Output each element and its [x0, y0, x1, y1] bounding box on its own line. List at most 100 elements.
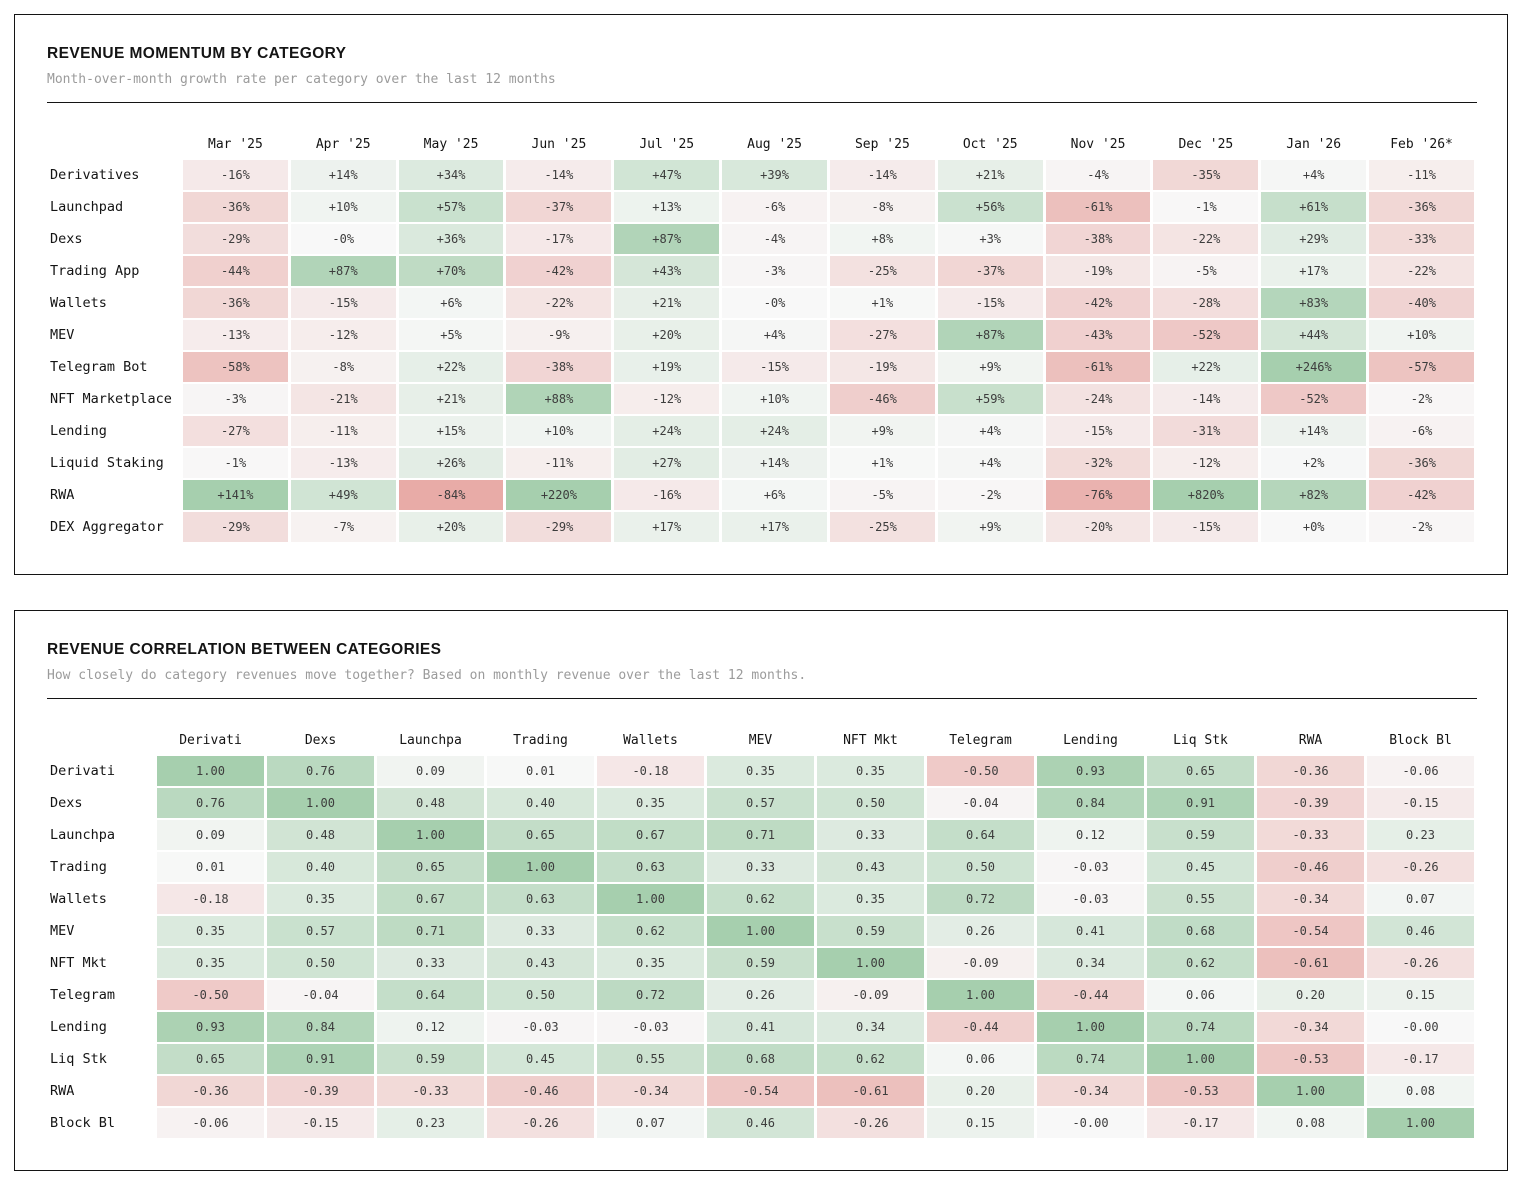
- heatmap-cell: +246%: [1261, 352, 1367, 382]
- heatmap-cell: -43%: [1045, 320, 1151, 350]
- heatmap-cell: 0.63: [487, 884, 594, 914]
- column-header: RWA: [1298, 732, 1323, 748]
- row-label: MEV: [50, 916, 154, 946]
- heatmap-cell: +39%: [722, 160, 827, 190]
- heatmap-cell: 0.50: [927, 852, 1034, 882]
- row-label: Liquid Staking: [50, 448, 180, 478]
- heatmap-cell: 0.07: [597, 1108, 704, 1138]
- heatmap-cell: -1%: [183, 448, 288, 478]
- table-row: Launchpa 0.09 0.48 1.00 0.65 0.67 0.71 0.33 0.64…: [50, 820, 1474, 850]
- heatmap-cell: -0.34: [1257, 884, 1364, 914]
- heatmap-cell: -9%: [506, 320, 612, 350]
- heatmap-cell: -0%: [722, 288, 827, 318]
- column-header: Nov '25: [1070, 136, 1126, 152]
- column-header: Oct '25: [962, 136, 1018, 152]
- heatmap-cell: +22%: [398, 352, 504, 382]
- heatmap-cell: 1.00: [817, 948, 924, 978]
- heatmap-cell: 0.23: [1367, 820, 1474, 850]
- heatmap-cell: -0.50: [157, 980, 264, 1010]
- column-header: Jul '25: [639, 136, 695, 152]
- heatmap-cell: +6%: [398, 288, 504, 318]
- column-header: Block Bl: [1389, 732, 1452, 748]
- table-row: Lending -27% -11% +15% +10% +24% +24% +9% +4% -15…: [50, 416, 1474, 446]
- heatmap-cell: 0.62: [817, 1044, 924, 1074]
- momentum-title: REVENUE MOMENTUM BY CATEGORY: [47, 45, 347, 62]
- heatmap-cell: -13%: [290, 448, 396, 478]
- heatmap-cell: +49%: [290, 480, 396, 510]
- heatmap-cell: 0.93: [157, 1012, 264, 1042]
- heatmap-cell: -0.36: [157, 1076, 264, 1106]
- heatmap-cell: 0.62: [1147, 948, 1254, 978]
- heatmap-cell: -0.06: [1367, 756, 1474, 786]
- heatmap-cell: +24%: [722, 416, 827, 446]
- heatmap-cell: 0.59: [817, 916, 924, 946]
- heatmap-cell: -40%: [1369, 288, 1474, 318]
- heatmap-cell: 0.74: [1147, 1012, 1254, 1042]
- row-label: Dexs: [50, 788, 154, 818]
- heatmap-cell: -29%: [183, 512, 288, 542]
- heatmap-cell: 0.08: [1367, 1076, 1474, 1106]
- heatmap-cell: -0.61: [817, 1076, 924, 1106]
- heatmap-cell: 0.07: [1367, 884, 1474, 914]
- heatmap-cell: +29%: [1261, 224, 1367, 254]
- heatmap-cell: -0.04: [267, 980, 374, 1010]
- heatmap-cell: -0%: [290, 224, 396, 254]
- table-row: Derivatives -16% +14% +34% -14% +47% +39% -14% +…: [50, 160, 1474, 190]
- heatmap-cell: -15%: [1153, 512, 1259, 542]
- heatmap-cell: -0.34: [1257, 1012, 1364, 1042]
- heatmap-cell: +21%: [398, 384, 504, 414]
- heatmap-cell: 0.40: [487, 788, 594, 818]
- heatmap-cell: -0.15: [267, 1108, 374, 1138]
- heatmap-cell: +59%: [937, 384, 1043, 414]
- column-header: Trading: [513, 732, 568, 748]
- heatmap-cell: 0.33: [377, 948, 484, 978]
- heatmap-cell: 1.00: [927, 980, 1034, 1010]
- row-label: Trading: [50, 852, 154, 882]
- heatmap-cell: 0.65: [1147, 756, 1254, 786]
- heatmap-cell: -0.50: [927, 756, 1034, 786]
- heatmap-cell: +17%: [1261, 256, 1367, 286]
- heatmap-cell: -58%: [183, 352, 288, 382]
- heatmap-cell: -33%: [1369, 224, 1474, 254]
- heatmap-cell: 1.00: [267, 788, 374, 818]
- table-row: Trading 0.01 0.40 0.65 1.00 0.63 0.33 0.43 0.50-…: [50, 852, 1474, 882]
- heatmap-cell: +21%: [614, 288, 720, 318]
- table-row: Wallets -0.18 0.35 0.67 0.63 1.00 0.62 0.35 0.72…: [50, 884, 1474, 914]
- heatmap-cell: 0.23: [377, 1108, 484, 1138]
- heatmap-cell: -42%: [506, 256, 612, 286]
- heatmap-cell: +4%: [937, 448, 1043, 478]
- heatmap-cell: -52%: [1261, 384, 1367, 414]
- heatmap-cell: -0.17: [1147, 1108, 1254, 1138]
- heatmap-cell: -0.44: [1037, 980, 1144, 1010]
- heatmap-cell: +10%: [722, 384, 827, 414]
- heatmap-cell: -46%: [829, 384, 935, 414]
- heatmap-cell: -36%: [1369, 448, 1474, 478]
- heatmap-cell: -38%: [1045, 224, 1151, 254]
- heatmap-cell: -38%: [506, 352, 612, 382]
- heatmap-cell: +17%: [722, 512, 827, 542]
- column-header: Launchpa: [399, 732, 462, 748]
- heatmap-cell: +20%: [398, 512, 504, 542]
- heatmap-cell: -8%: [829, 192, 935, 222]
- table-row: Dexs -29% -0% +36% -17% +87% -4% +8% +3% -38% -22%…: [50, 224, 1474, 254]
- heatmap-cell: +21%: [937, 160, 1043, 190]
- heatmap-cell: -16%: [183, 160, 288, 190]
- heatmap-cell: -11%: [290, 416, 396, 446]
- heatmap-cell: +10%: [1369, 320, 1474, 350]
- heatmap-cell: +10%: [290, 192, 396, 222]
- row-label: RWA: [50, 1076, 154, 1106]
- heatmap-cell: +9%: [829, 416, 935, 446]
- heatmap-cell: 0.71: [377, 916, 484, 946]
- heatmap-cell: -25%: [829, 256, 935, 286]
- heatmap-cell: +56%: [937, 192, 1043, 222]
- heatmap-cell: +9%: [937, 352, 1043, 382]
- heatmap-cell: 0.35: [597, 788, 704, 818]
- heatmap-cell: -6%: [1369, 416, 1474, 446]
- table-row: Derivati 1.00 0.76 0.09 0.01 -0.18 0.35 0.35 -0.…: [50, 756, 1474, 786]
- heatmap-cell: -0.34: [1037, 1076, 1144, 1106]
- heatmap-cell: 0.50: [267, 948, 374, 978]
- heatmap-cell: +14%: [722, 448, 827, 478]
- table-row: Lending 0.93 0.84 0.12 -0.03 -0.03 0.41 0.34 -0.…: [50, 1012, 1474, 1042]
- heatmap-cell: 0.50: [487, 980, 594, 1010]
- column-header: Dexs: [304, 732, 337, 748]
